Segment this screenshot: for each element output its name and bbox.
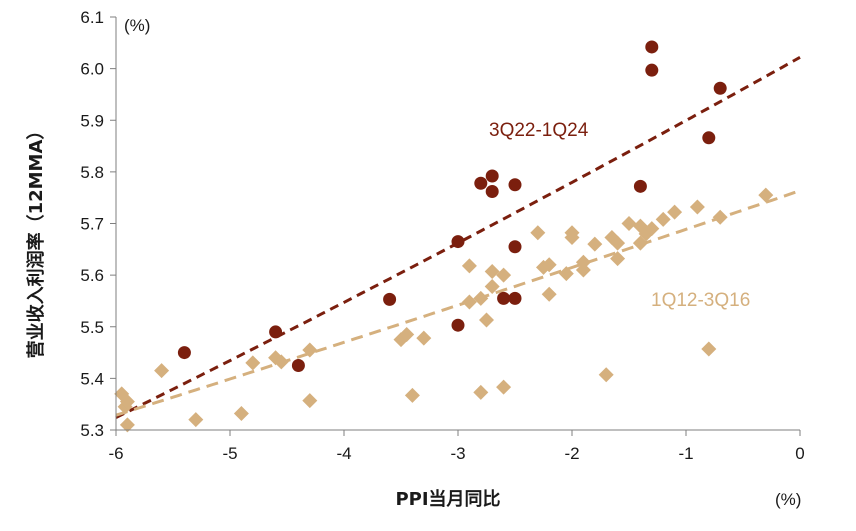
data-point-1q12-3q16 [598, 367, 614, 383]
data-point-1q12-3q16 [119, 394, 135, 410]
data-point-1q12-3q16 [473, 384, 489, 400]
data-point-1q12-3q16 [587, 236, 603, 252]
data-point-1q12-3q16 [188, 412, 204, 428]
data-point-3q22-1q24 [474, 176, 488, 190]
data-point-1q12-3q16 [564, 229, 580, 245]
y-tick-label: 5.7 [80, 215, 104, 234]
data-point-3q22-1q24 [485, 169, 499, 183]
data-point-3q22-1q24 [702, 131, 716, 145]
data-point-1q12-3q16 [404, 387, 420, 403]
data-point-1q12-3q16 [302, 393, 318, 409]
x-tick-label: -3 [450, 444, 465, 463]
x-tick-label: -2 [564, 444, 579, 463]
data-point-3q22-1q24 [451, 235, 465, 249]
trend-line-3q22-1q24 [115, 55, 801, 419]
data-point-1q12-3q16 [154, 363, 170, 379]
y-axis-title: 营业收入利润率（12MMA） [25, 122, 47, 359]
data-point-3q22-1q24 [645, 40, 659, 54]
data-point-1q12-3q16 [496, 267, 512, 283]
y-tick-label: 5.4 [80, 369, 104, 388]
data-point-1q12-3q16 [541, 286, 557, 302]
data-point-3q22-1q24 [713, 81, 727, 95]
data-markers [114, 40, 774, 433]
data-point-1q12-3q16 [302, 342, 318, 358]
trend-lines [115, 55, 801, 419]
data-point-1q12-3q16 [233, 405, 249, 421]
data-point-1q12-3q16 [575, 254, 591, 270]
x-tick-label: -4 [336, 444, 351, 463]
data-point-3q22-1q24 [633, 179, 647, 193]
data-point-1q12-3q16 [245, 355, 261, 371]
x-tick-label: -6 [108, 444, 123, 463]
data-point-1q12-3q16 [712, 209, 728, 225]
data-point-1q12-3q16 [575, 262, 591, 278]
data-point-1q12-3q16 [558, 266, 574, 282]
y-tick-label: 6.0 [80, 60, 104, 79]
x-tick-label: 0 [795, 444, 804, 463]
y-tick-label: 5.6 [80, 266, 104, 285]
data-point-1q12-3q16 [667, 204, 683, 220]
data-point-3q22-1q24 [508, 240, 522, 254]
trend-line-1q12-3q16 [115, 189, 801, 417]
x-tick-label: -5 [222, 444, 237, 463]
series-label-1q12-3q16: 1Q12-3Q16 [651, 290, 750, 311]
data-point-1q12-3q16 [610, 235, 626, 251]
y-tick-label: 5.8 [80, 163, 104, 182]
data-point-3q22-1q24 [269, 325, 283, 339]
y-tick-label: 6.1 [80, 8, 104, 27]
data-point-3q22-1q24 [177, 346, 191, 360]
data-point-3q22-1q24 [508, 178, 522, 192]
data-point-1q12-3q16 [484, 278, 500, 294]
data-point-1q12-3q16 [473, 290, 489, 306]
y-unit-label: (%) [124, 16, 150, 35]
data-point-1q12-3q16 [119, 417, 135, 433]
data-point-1q12-3q16 [399, 326, 415, 342]
x-unit-label: (%) [775, 490, 801, 509]
data-point-1q12-3q16 [479, 312, 494, 328]
tick-labels: -6 -5 -4 -3 -2 -1 0 5.3 5.4 5.5 5.6 5.7 5.8 5.9 6.0 6.1 [80, 8, 804, 463]
y-tick-label: 5.3 [80, 421, 104, 440]
data-point-1q12-3q16 [461, 258, 477, 274]
series-label-3q22-1q24: 3Q22-1Q24 [489, 120, 589, 141]
data-point-1q12-3q16 [273, 354, 289, 370]
data-point-1q12-3q16 [655, 211, 671, 227]
data-point-1q12-3q16 [610, 251, 626, 267]
data-point-3q22-1q24 [291, 358, 305, 372]
data-point-3q22-1q24 [485, 184, 499, 198]
data-point-1q12-3q16 [496, 379, 512, 395]
axes [110, 16, 801, 436]
data-point-1q12-3q16 [644, 221, 660, 237]
data-point-3q22-1q24 [508, 291, 522, 305]
y-tick-label: 5.5 [80, 318, 104, 337]
data-point-3q22-1q24 [497, 291, 511, 305]
data-point-1q12-3q16 [461, 294, 477, 310]
data-point-1q12-3q16 [758, 187, 774, 203]
data-point-1q12-3q16 [484, 264, 500, 280]
x-axis-title: PPI当月同比 [395, 488, 500, 510]
data-point-1q12-3q16 [541, 257, 557, 273]
data-point-1q12-3q16 [621, 216, 637, 231]
data-point-3q22-1q24 [451, 318, 465, 332]
data-point-1q12-3q16 [689, 199, 705, 215]
data-point-3q22-1q24 [645, 63, 659, 77]
data-point-3q22-1q24 [383, 292, 397, 306]
data-point-1q12-3q16 [530, 225, 546, 241]
y-tick-label: 5.9 [80, 111, 104, 130]
x-tick-label: -1 [678, 444, 693, 463]
data-point-1q12-3q16 [701, 341, 717, 357]
data-point-1q12-3q16 [416, 330, 432, 346]
